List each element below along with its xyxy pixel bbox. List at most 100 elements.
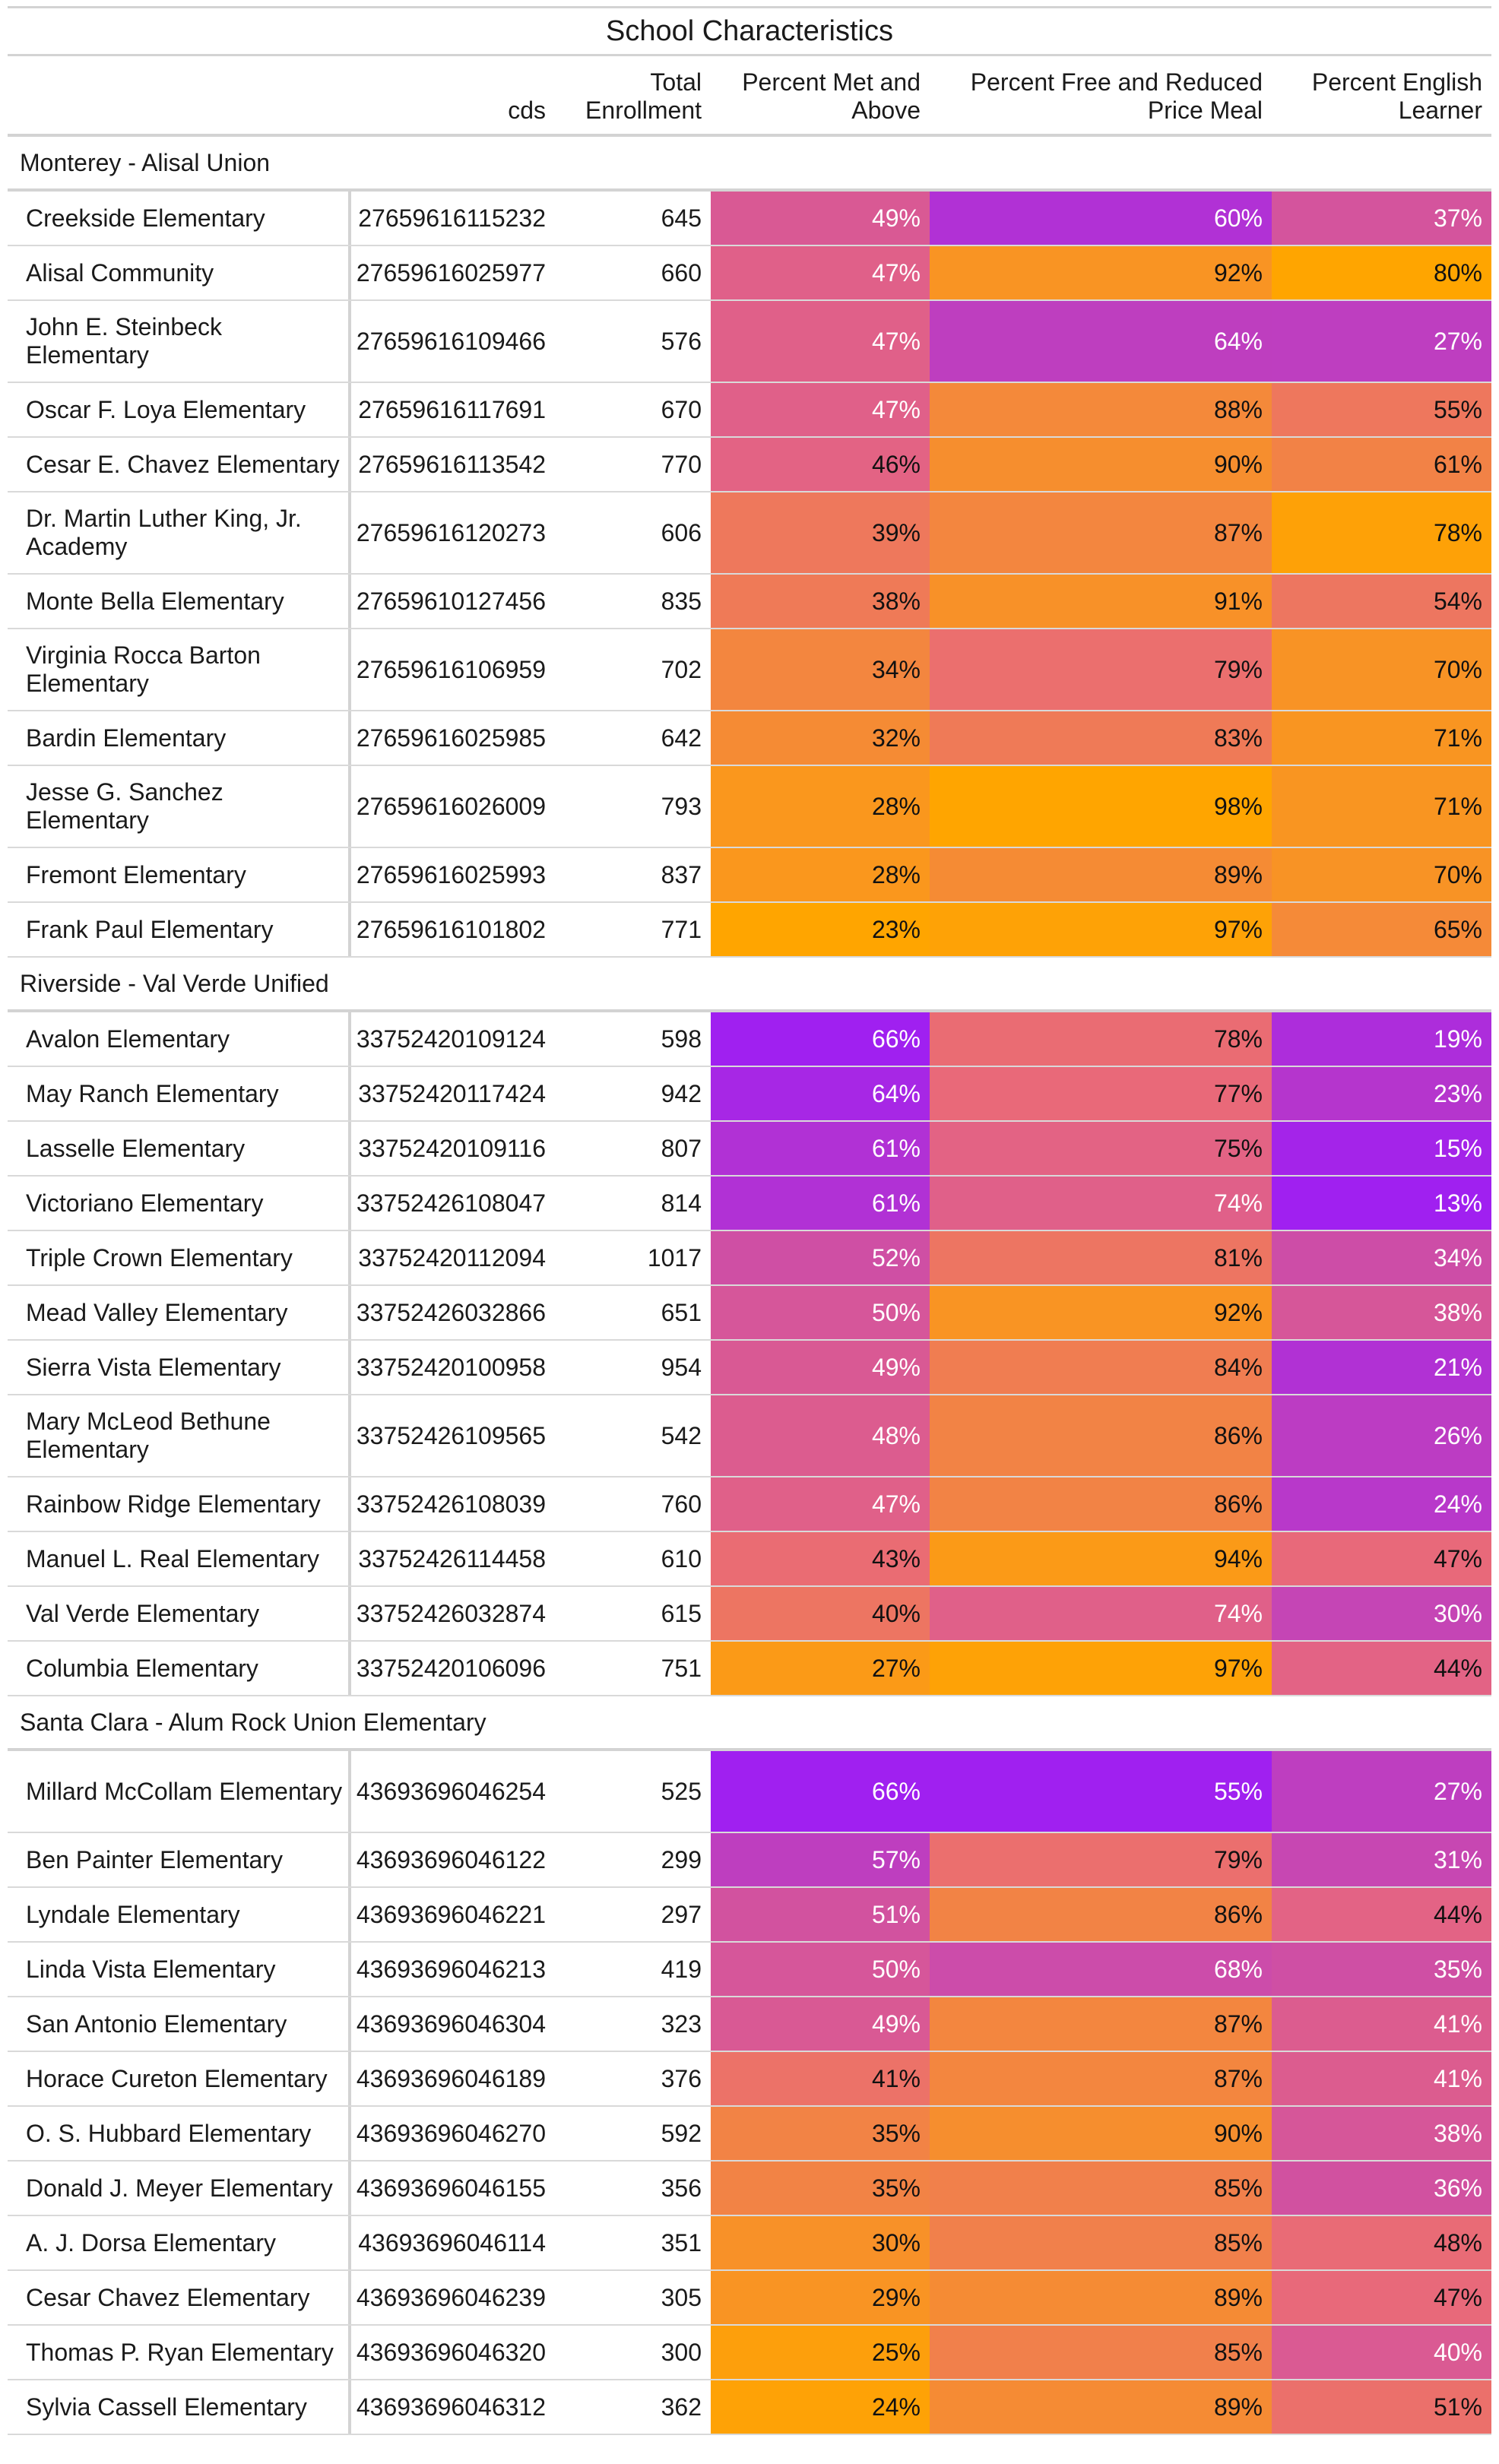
school-name: Dr. Martin Luther King, Jr. Academy — [8, 492, 351, 573]
school-name: Frank Paul Elementary — [8, 903, 351, 956]
percent-frpm-cell: 64% — [930, 301, 1272, 382]
table-row: Donald J. Meyer Elementary 43693696046155… — [8, 2162, 1491, 2216]
percent-sign: % — [1460, 724, 1482, 752]
percent-sign: % — [1460, 1900, 1482, 1928]
percent-el-cell-value: 70 — [1433, 655, 1461, 683]
percent-met-cell-value: 48 — [871, 1421, 899, 1449]
cds-code: 27659616115232 — [358, 204, 546, 232]
percent-frpm-cell-value: 60 — [1213, 204, 1241, 232]
percent-el-cell: 38% — [1272, 2107, 1491, 2160]
school-name: Donald J. Meyer Elementary — [8, 2162, 351, 2215]
percent-el-cell-value: 48 — [1433, 2228, 1461, 2257]
table-row: Sierra Vista Elementary 33752420100958 954… — [8, 1341, 1491, 1395]
total-enrollment: 305 — [661, 2283, 702, 2311]
percent-sign: % — [1241, 1025, 1263, 1053]
table-row: Fremont Elementary 27659616025993 837 28% 89… — [8, 848, 1491, 903]
school-name: Avalon Elementary — [8, 1012, 351, 1066]
cds-code: 27659616106959 — [356, 655, 546, 683]
percent-met-cell-value: 28 — [871, 792, 899, 820]
percent-sign: % — [898, 1134, 921, 1162]
percent-met-cell: 25% — [711, 2326, 930, 2379]
percent-el-cell: 44% — [1272, 1888, 1491, 1941]
total-enrollment: 351 — [661, 2228, 702, 2257]
percent-frpm-cell: 75% — [930, 1122, 1272, 1175]
percent-frpm-cell-value: 75 — [1213, 1134, 1241, 1162]
percent-frpm-cell-value: 74 — [1213, 1189, 1241, 1217]
percent-met-cell-value: 57 — [871, 1845, 899, 1873]
percent-met-cell: 40% — [711, 1587, 930, 1640]
percent-sign: % — [898, 2228, 921, 2257]
percent-frpm-cell: 89% — [930, 2271, 1272, 2324]
percent-sign: % — [1460, 2228, 1482, 2257]
percent-met-cell: 47% — [711, 246, 930, 299]
cds-code: 33752426108047 — [356, 1189, 546, 1217]
percent-frpm-cell-value: 74 — [1213, 1599, 1241, 1627]
percent-sign: % — [1241, 1353, 1263, 1381]
percent-sign: % — [898, 2174, 921, 2202]
percent-sign: % — [1460, 860, 1482, 888]
percent-sign: % — [1460, 450, 1482, 478]
table-row: Mary McLeod Bethune Elementary 3375242610… — [8, 1395, 1491, 1477]
percent-sign: % — [898, 1654, 921, 1682]
percent-sign: % — [1460, 655, 1482, 683]
percent-met-cell-value: 47 — [871, 1490, 899, 1518]
percent-sign: % — [1241, 2338, 1263, 2366]
percent-el-cell-value: 41 — [1433, 2064, 1461, 2092]
percent-met-cell: 28% — [711, 848, 930, 901]
cds-code: 43693696046122 — [356, 1845, 546, 1873]
table-header: cds Total Enrollment Percent Met and Abo… — [8, 56, 1491, 137]
table-row: Dr. Martin Luther King, Jr. Academy 27659… — [8, 492, 1491, 575]
total-enrollment: 702 — [661, 655, 702, 683]
percent-frpm-cell-value: 89 — [1213, 2283, 1241, 2311]
table-row: May Ranch Elementary 33752420117424 942 64%… — [8, 1067, 1491, 1122]
percent-met-cell: 50% — [711, 1943, 930, 1996]
table-row: Monte Bella Elementary 27659610127456 835 3… — [8, 575, 1491, 629]
school-name: Triple Crown Elementary — [8, 1231, 351, 1284]
percent-sign: % — [1241, 724, 1263, 752]
percent-el-cell-value: 31 — [1433, 1845, 1461, 1873]
cds-code: 33752420109124 — [356, 1025, 546, 1053]
percent-frpm-cell-value: 55 — [1213, 1777, 1241, 1805]
percent-el-cell: 34% — [1272, 1231, 1491, 1284]
percent-sign: % — [1241, 2228, 1263, 2257]
cds-code: 27659616025993 — [356, 860, 546, 888]
percent-met-cell: 47% — [711, 383, 930, 436]
percent-frpm-cell-value: 92 — [1213, 1298, 1241, 1326]
cds-code: 27659616025985 — [356, 724, 546, 752]
percent-met-cell-value: 32 — [871, 724, 899, 752]
table-row: Alisal Community 27659616025977 660 47% 92% 8… — [8, 246, 1491, 301]
school-name: Fremont Elementary — [8, 848, 351, 901]
percent-frpm-cell: 83% — [930, 711, 1272, 765]
percent-sign: % — [1241, 1243, 1263, 1272]
percent-el-cell-value: 41 — [1433, 2010, 1461, 2038]
percent-frpm-cell-value: 91 — [1213, 587, 1241, 615]
school-name: Horace Cureton Elementary — [8, 2052, 351, 2105]
percent-frpm-cell-value: 79 — [1213, 1845, 1241, 1873]
percent-sign: % — [898, 204, 921, 232]
percent-el-cell: 13% — [1272, 1177, 1491, 1230]
percent-sign: % — [1241, 1298, 1263, 1326]
percent-el-cell: 31% — [1272, 1833, 1491, 1886]
percent-frpm-cell: 97% — [930, 1642, 1272, 1695]
percent-sign: % — [1460, 1955, 1482, 1983]
percent-met-cell-value: 30 — [871, 2228, 899, 2257]
cds-code: 43693696046189 — [356, 2064, 546, 2092]
percent-sign: % — [898, 1490, 921, 1518]
table-row: Cesar Chavez Elementary 43693696046239 305… — [8, 2271, 1491, 2326]
percent-met-cell-value: 43 — [871, 1544, 899, 1572]
percent-sign: % — [898, 518, 921, 546]
percent-sign: % — [1460, 258, 1482, 287]
percent-met-cell: 64% — [711, 1067, 930, 1120]
total-enrollment: 300 — [661, 2338, 702, 2366]
percent-met-cell-value: 29 — [871, 2283, 899, 2311]
percent-el-cell-value: 38 — [1433, 1298, 1461, 1326]
percent-sign: % — [898, 1421, 921, 1449]
percent-frpm-cell-value: 90 — [1213, 2119, 1241, 2147]
percent-frpm-cell: 81% — [930, 1231, 1272, 1284]
percent-el-cell-value: 30 — [1433, 1599, 1461, 1627]
percent-frpm-cell: 86% — [930, 1888, 1272, 1941]
percent-sign: % — [1460, 327, 1482, 355]
cds-code: 27659616117691 — [358, 395, 546, 423]
percent-sign: % — [1460, 587, 1482, 615]
percent-met-cell-value: 24 — [871, 2393, 899, 2421]
